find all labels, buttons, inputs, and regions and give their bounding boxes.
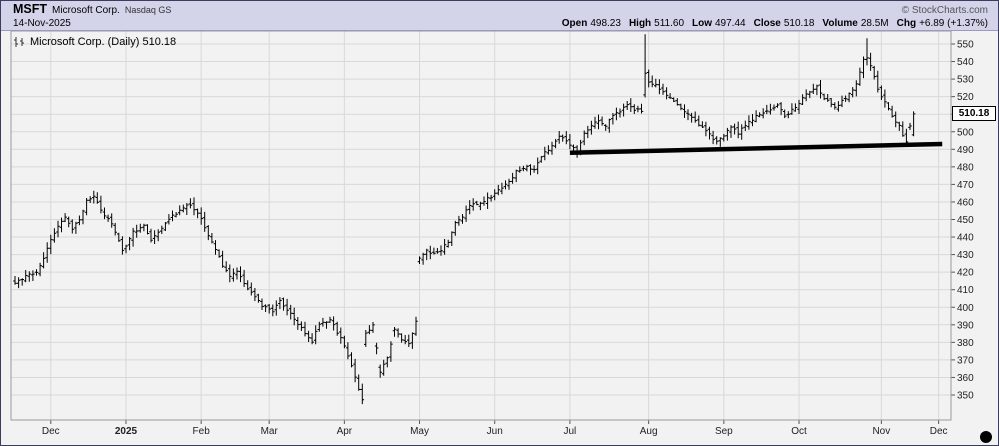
header-row-2: 14-Nov-2025 Open 498.23 High 511.60 Low 497.4… [13, 17, 988, 30]
x-axis-label: Oct [791, 426, 807, 437]
ticker-symbol: MSFT [13, 2, 48, 16]
y-axis-label: 420 [957, 268, 974, 279]
bar-style-icon [14, 37, 24, 47]
exchange-name: Nasdaq GS [124, 5, 172, 15]
price-plot: 350 360 370 380 390 400 410 420 430 440 450 460 470 4… [1, 31, 998, 445]
company-name: Microsoft Corp. [52, 5, 120, 16]
quote-value: 497.44 [715, 18, 746, 29]
y-axis-label: 550 [957, 40, 974, 51]
symbol-group: MSFT Microsoft Corp. Nasdaq GS [13, 3, 171, 17]
x-axis-label: Nov [872, 426, 890, 437]
support-trendline [569, 141, 943, 156]
x-axis-label: Mar [261, 426, 279, 437]
y-axis-label: 470 [957, 180, 974, 191]
quote-value: 511.60 [654, 18, 684, 29]
quote-value: +6.89 (+1.37%) [919, 18, 988, 29]
plot-background [1, 31, 998, 445]
x-axis-label: Dec [930, 426, 948, 437]
chart-legend[interactable]: Microsoft Corp. (Daily) 510.18 [13, 36, 176, 48]
y-axis-label: 530 [957, 75, 974, 86]
y-axis-label: 520 [957, 92, 974, 103]
quote-value: 498.23 [590, 18, 621, 29]
y-axis-label: 360 [957, 373, 974, 384]
y-axis-label: 400 [957, 303, 974, 314]
y-axis-label: 410 [957, 285, 974, 296]
chart-date: 14-Nov-2025 [13, 18, 71, 29]
y-axis-label: 430 [957, 250, 974, 261]
quote-value: 28.5M [860, 18, 889, 29]
y-axis-label: 440 [957, 233, 974, 244]
chart-header: MSFT Microsoft Corp. Nasdaq GS © StockChar… [1, 1, 998, 31]
y-axis-label: 370 [957, 355, 974, 366]
quote-label: High [628, 18, 652, 29]
x-axis-label: Apr [337, 426, 353, 437]
x-axis-label: Sep [715, 426, 733, 437]
x-axis-label: Aug [640, 426, 658, 437]
bottom-right-dot [980, 431, 992, 443]
y-axis-label: 490 [957, 145, 974, 156]
x-axis-label: 2025 [115, 426, 138, 437]
quote-label: Close [753, 18, 781, 29]
last-price-tag: 510.18 [952, 105, 996, 121]
x-axis-label: Jun [487, 426, 503, 437]
y-axis-label: 350 [957, 391, 974, 402]
plot-frame [10, 31, 952, 421]
quote-label: Low [692, 18, 712, 29]
y-axis-label: 480 [957, 162, 974, 173]
y-axis-label: 450 [957, 215, 974, 226]
x-axis-label: May [410, 426, 429, 437]
y-axis-label: 500 [957, 127, 974, 138]
price-bars [13, 34, 916, 405]
quote-value: 510.18 [783, 18, 815, 29]
y-axis-label: 540 [957, 57, 974, 68]
quote-summary: Open 498.23 High 511.60 Low 497.44 Close 510.18… [554, 17, 988, 30]
y-axis-label: 460 [957, 197, 974, 208]
quote-label: Open [561, 18, 588, 29]
quote-label: Chg [896, 18, 917, 29]
stockcharts-credit-link[interactable]: © StockCharts.com [901, 5, 988, 16]
x-axis-label: Dec [42, 426, 60, 437]
chart-area: 350 360 370 380 390 400 410 420 430 440 450 460 470 4… [1, 31, 998, 445]
x-axis-label: Feb [193, 426, 211, 437]
quote-label: Volume [822, 18, 858, 29]
x-axis-label: Jul [564, 426, 577, 437]
y-axis-label: 380 [957, 338, 974, 349]
header-row-1: MSFT Microsoft Corp. Nasdaq GS © StockChar… [13, 3, 988, 17]
legend-label: Microsoft Corp. (Daily) 510.18 [30, 36, 177, 48]
y-axis-label: 390 [957, 320, 974, 331]
